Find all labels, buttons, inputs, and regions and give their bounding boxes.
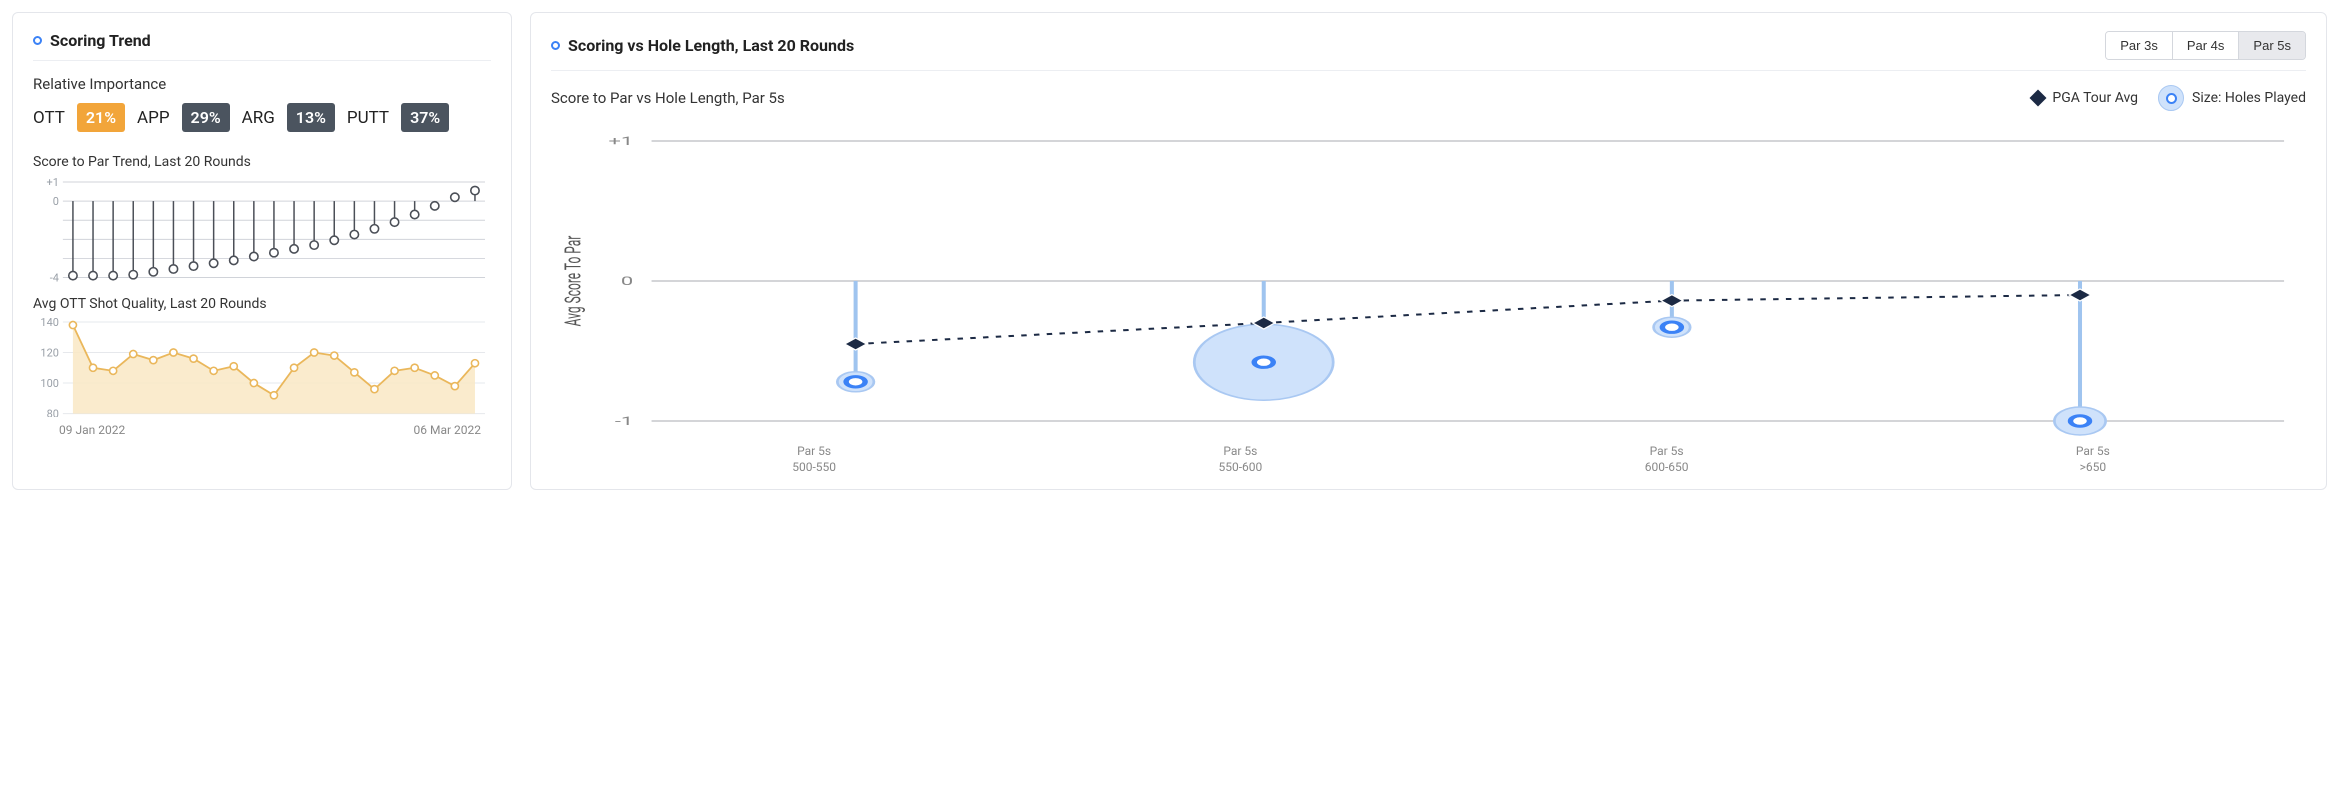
legend-items: PGA Tour Avg Size: Holes Played [2032,85,2306,111]
importance-badge-putt: 37% [401,103,449,132]
legend-row: Score to Par vs Hole Length, Par 5s PGA … [551,85,2306,111]
legend-size: Size: Holes Played [2158,85,2306,111]
scoring-trend-card: Scoring Trend Relative Importance OTT 21%… [12,12,512,490]
card-header: Scoring vs Hole Length, Last 20 Rounds P… [551,31,2306,71]
par-tab-group: Par 3sPar 4sPar 5s [2105,31,2306,60]
svg-text:0: 0 [621,275,633,289]
importance-badge-arg: 13% [287,103,335,132]
importance-badge-ott: 21% [77,103,125,132]
legend-pga-label: PGA Tour Avg [2052,90,2138,106]
tab-par-3s[interactable]: Par 3s [2106,32,2172,59]
x-category-row: Par 5s500-550Par 5s550-600Par 5s600-650P… [551,443,2306,475]
x-category: Par 5s>650 [1880,443,2306,475]
card-header: Scoring Trend [33,31,491,61]
bubble-icon [2158,85,2184,111]
importance-label-ott: OTT [33,108,65,128]
svg-text:120: 120 [40,346,58,359]
card-title: Scoring vs Hole Length, Last 20 Rounds [551,36,854,55]
trend-chart-title: Score to Par Trend, Last 20 Rounds [33,154,491,170]
legend-size-label: Size: Holes Played [2192,90,2306,106]
score-trend-chart: -4 0 +1 [33,176,491,286]
legend-pga: PGA Tour Avg [2032,90,2138,106]
date-end: 06 Mar 2022 [414,423,482,437]
bubble-inner-icon [2166,93,2177,104]
svg-text:-1: -1 [615,415,633,429]
title-dot-icon [33,36,42,45]
importance-row: OTT 21% APP 29% ARG 13% PUTT 37% [33,103,491,132]
tab-par-4s[interactable]: Par 4s [2172,32,2239,59]
x-category: Par 5s550-600 [1027,443,1453,475]
ott-quality-chart: 80 100 120 140 [33,318,491,418]
card-title: Scoring Trend [33,31,151,50]
importance-label-arg: ARG [242,108,275,128]
date-axis: 09 Jan 2022 06 Mar 2022 [33,421,491,437]
scoring-vs-length-card: Scoring vs Hole Length, Last 20 Rounds P… [530,12,2327,490]
svg-text:-4: -4 [50,272,59,285]
importance-label-app: APP [137,108,170,128]
svg-text:Avg Score To Par: Avg Score To Par [562,236,587,327]
quality-chart-title: Avg OTT Shot Quality, Last 20 Rounds [33,296,491,312]
x-category: Par 5s500-550 [601,443,1027,475]
svg-text:100: 100 [40,377,58,390]
importance-label: Relative Importance [33,75,491,93]
svg-text:80: 80 [47,407,59,417]
date-start: 09 Jan 2022 [59,423,125,437]
svg-text:+1: +1 [47,176,59,189]
diamond-icon [2030,90,2047,107]
chart-subtitle: Score to Par vs Hole Length, Par 5s [551,89,785,107]
title-text: Scoring vs Hole Length, Last 20 Rounds [568,36,854,55]
importance-badge-app: 29% [182,103,230,132]
importance-label-putt: PUTT [347,108,389,128]
svg-text:0: 0 [53,195,59,208]
svg-text:140: 140 [40,318,58,329]
title-dot-icon [551,41,560,50]
svg-text:+1: +1 [608,135,633,149]
tab-par-5s[interactable]: Par 5s [2238,32,2305,59]
title-text: Scoring Trend [50,31,151,50]
x-category: Par 5s600-650 [1454,443,1880,475]
score-vs-length-chart: -1 0 +1 Avg Score To Par [551,119,2306,439]
